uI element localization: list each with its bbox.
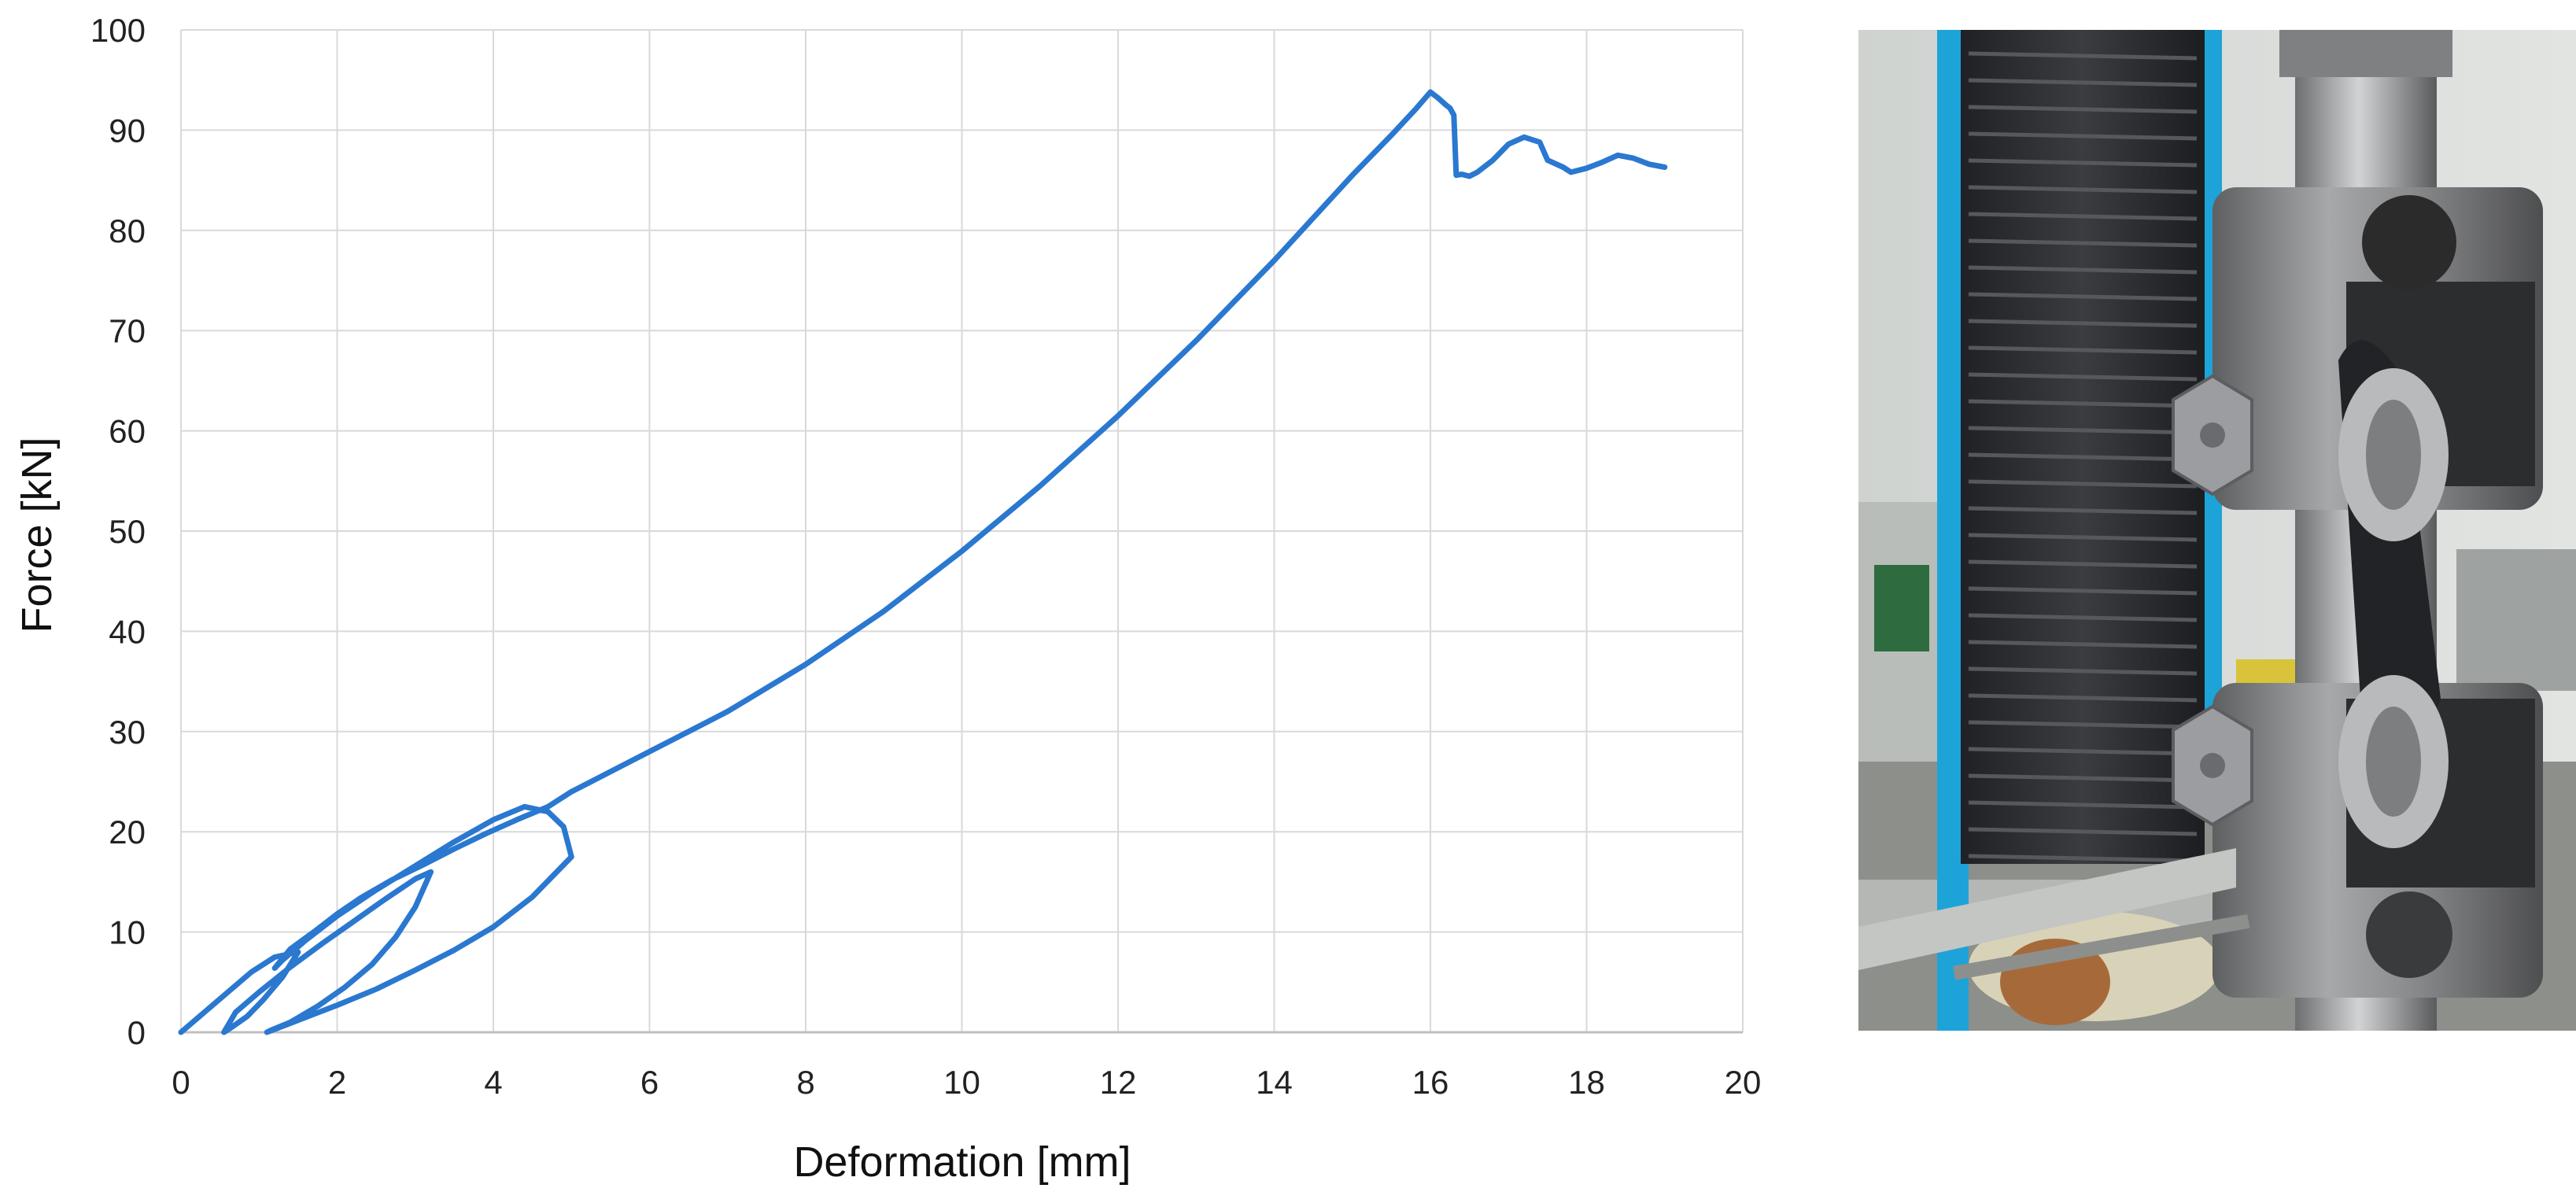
belt-rib bbox=[1968, 319, 2198, 328]
belt-rib bbox=[1968, 640, 2198, 649]
belt-rib bbox=[1968, 720, 2198, 729]
belt-rib bbox=[1968, 212, 2198, 221]
belt-rib bbox=[1968, 666, 2198, 676]
force-deformation-curve bbox=[178, 89, 1668, 1035]
y-axis-title: Force [kN] bbox=[13, 437, 61, 633]
belt-rib bbox=[1968, 506, 2198, 515]
belt-rib bbox=[1968, 559, 2198, 569]
belt-rib bbox=[1968, 78, 2198, 87]
belt-rib bbox=[1968, 479, 2198, 489]
y-tick-label: 10 bbox=[109, 914, 146, 951]
y-tick-label: 70 bbox=[109, 312, 146, 349]
y-tick-label: 100 bbox=[90, 12, 146, 49]
x-tick-label: 8 bbox=[796, 1064, 814, 1101]
x-tick-label: 6 bbox=[640, 1064, 659, 1101]
y-tick-label: 80 bbox=[109, 212, 146, 249]
y-tick-label: 50 bbox=[109, 513, 146, 550]
belt-rib bbox=[1968, 105, 2198, 114]
x-tick-label: 14 bbox=[1256, 1064, 1293, 1101]
belt-rib bbox=[1968, 586, 2198, 596]
tensile-test-photo bbox=[1858, 30, 2576, 1031]
belt-rib bbox=[1968, 800, 2198, 810]
x-tick-label: 12 bbox=[1100, 1064, 1137, 1101]
y-tick-label: 0 bbox=[127, 1014, 146, 1051]
y-tick-label: 20 bbox=[109, 814, 146, 851]
y-tick-label: 90 bbox=[109, 112, 146, 149]
belt-rib bbox=[1968, 854, 2198, 863]
x-tick-label: 4 bbox=[484, 1064, 502, 1101]
belt-rib bbox=[1968, 372, 2198, 382]
x-tick-label: 20 bbox=[1725, 1064, 1762, 1101]
belt-rib bbox=[1968, 399, 2198, 408]
belt-rib bbox=[1968, 292, 2198, 301]
belt-rib bbox=[1968, 345, 2198, 355]
belt-rib bbox=[1968, 773, 2198, 783]
belt-rib bbox=[1968, 426, 2198, 435]
belt-rib bbox=[1968, 238, 2198, 248]
belt-rib bbox=[1968, 613, 2198, 622]
belt-rib bbox=[1968, 185, 2198, 194]
x-tick-label: 18 bbox=[1568, 1064, 1605, 1101]
belt-rib bbox=[1968, 827, 2198, 836]
y-tick-label: 30 bbox=[109, 714, 146, 751]
y-tick-label: 60 bbox=[109, 413, 146, 450]
x-tick-labels: 0 2 4 6 8 10 12 14 16 18 20 bbox=[172, 1064, 1761, 1101]
force-deformation-chart: 0 2 4 6 8 10 12 14 16 18 20 0 10 20 30 40 50 60 70 80 90 100… bbox=[13, 12, 1761, 1186]
belt-rib bbox=[1968, 131, 2198, 141]
x-tick-label: 2 bbox=[328, 1064, 346, 1101]
belt-rib bbox=[1968, 533, 2198, 542]
belt-rib bbox=[1968, 158, 2198, 168]
belt-rib bbox=[1968, 452, 2198, 462]
x-tick-label: 0 bbox=[172, 1064, 190, 1101]
x-axis-title: Deformation [mm] bbox=[793, 1138, 1131, 1186]
x-tick-label: 10 bbox=[943, 1064, 980, 1101]
y-tick-labels: 0 10 20 30 40 50 60 70 80 90 100 bbox=[90, 12, 146, 1051]
x-tick-label: 16 bbox=[1412, 1064, 1449, 1101]
belt-rib bbox=[1968, 693, 2198, 703]
belt-rib bbox=[1968, 265, 2198, 275]
belt-rib bbox=[1968, 747, 2198, 756]
belt-rib bbox=[1968, 51, 2198, 61]
y-tick-label: 40 bbox=[109, 613, 146, 650]
